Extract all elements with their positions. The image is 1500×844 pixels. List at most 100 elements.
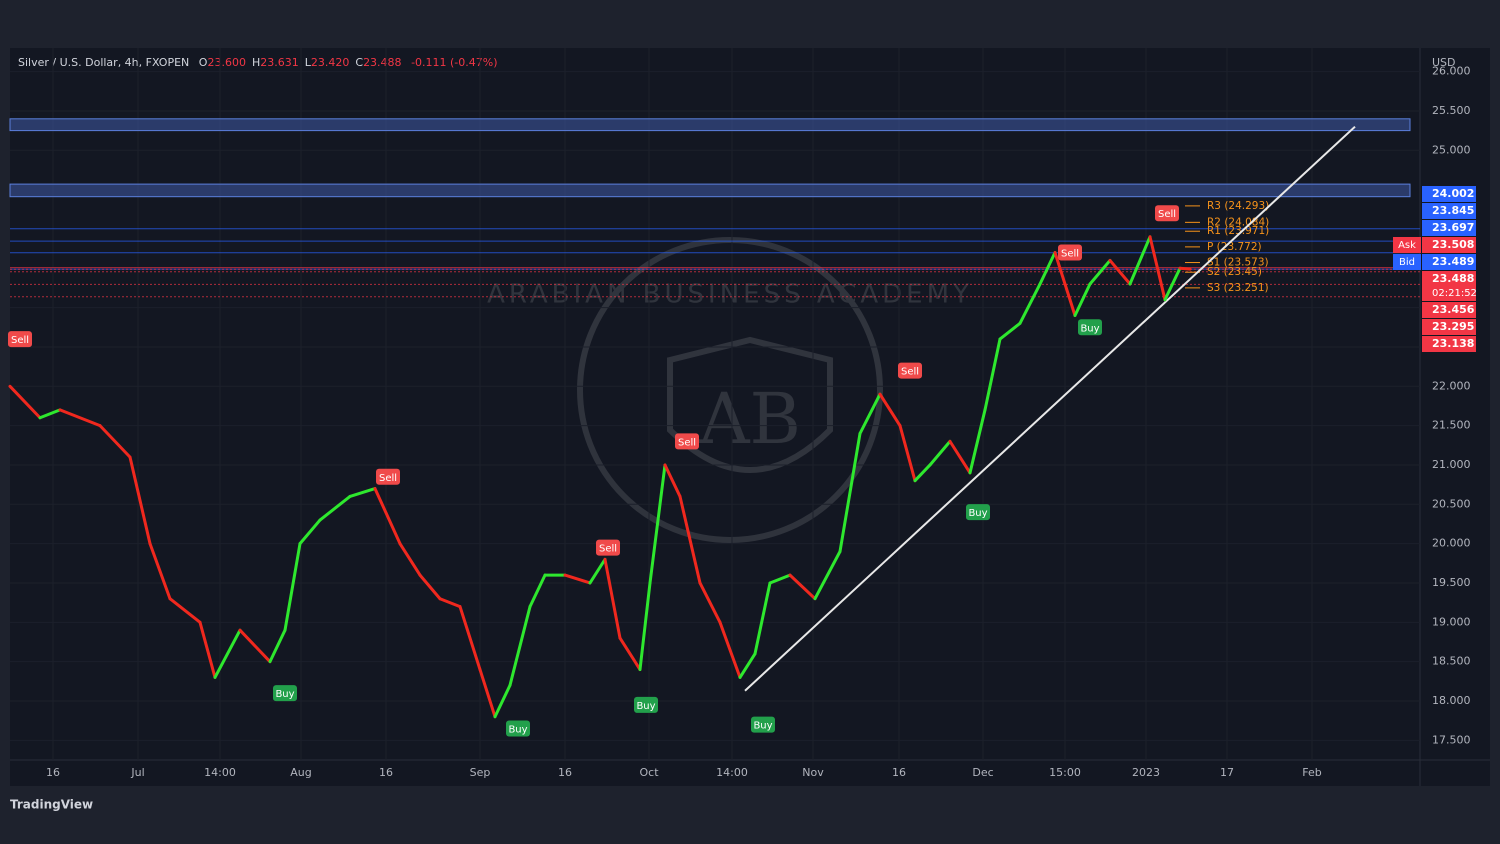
price-label: 23.697 [1432, 221, 1474, 234]
ohlc-value: 23.600 [207, 56, 246, 69]
price-label: 23.508 [1432, 238, 1474, 251]
x-tick-label: Oct [639, 766, 659, 779]
price-segment [618, 636, 642, 672]
price-segment [1088, 258, 1112, 286]
price-segment [348, 487, 377, 498]
y-tick-label: 21.500 [1432, 419, 1471, 432]
price-label-box [1422, 220, 1476, 236]
currency: USD [1432, 56, 1456, 69]
price-segment [588, 557, 607, 585]
price-segment [753, 581, 772, 656]
price-label-box [1422, 186, 1476, 202]
x-tick-label: Sep [470, 766, 491, 779]
price-segment [1073, 282, 1092, 317]
signal-label: Buy [508, 725, 527, 736]
price-segment [1178, 266, 1192, 271]
ohlc-key: O [199, 56, 208, 69]
price-segment [493, 683, 512, 719]
pivot-label: R3 (24.293) [1207, 200, 1269, 212]
pivot-label: S3 (23.251) [1207, 282, 1269, 294]
ohlc-key: H [252, 56, 260, 69]
price-segment [563, 573, 592, 585]
y-tick-label: 26.000 [1432, 65, 1471, 78]
price-segment [788, 573, 817, 601]
price-segment [298, 518, 322, 546]
x-tick-label: 16 [379, 766, 393, 779]
price-label: 23.489 [1432, 255, 1474, 268]
y-tick-label: 18.000 [1432, 694, 1471, 707]
signal-label: Sell [11, 335, 29, 346]
price-label-box [1422, 237, 1476, 253]
x-tick-label: 14:00 [204, 766, 236, 779]
price-segment [983, 337, 1002, 412]
signal-label: Sell [678, 437, 696, 448]
y-tick-label: 19.000 [1432, 615, 1471, 628]
x-tick-label: Feb [1302, 766, 1321, 779]
price-segment [58, 408, 102, 428]
ohlc-key: C [355, 56, 363, 69]
price-segment [928, 439, 952, 467]
price-segment [128, 455, 152, 546]
y-tick-label: 21.000 [1432, 458, 1471, 471]
price-segment [198, 620, 217, 679]
x-tick-label: Aug [290, 766, 311, 779]
price-segment [373, 487, 402, 546]
x-tick-label: 15:00 [1049, 766, 1081, 779]
price-label-box [1422, 319, 1476, 335]
price-label: 23.456 [1432, 303, 1475, 316]
price-segment [878, 392, 902, 428]
price-tag: Ask [1398, 240, 1416, 251]
symbol: Silver / U.S. Dollar, 4h, FXOPEN [18, 56, 189, 69]
signal-label: Buy [968, 508, 987, 519]
x-tick-label: 16 [46, 766, 60, 779]
price-segment [678, 494, 702, 585]
price-segment [1148, 235, 1167, 302]
price-segment [858, 392, 882, 436]
price-label-box [1422, 271, 1476, 301]
price-segment [603, 557, 622, 640]
price-segment [638, 581, 652, 672]
watermark: AB ARABIAN BUSINESS ACADEMY [487, 237, 969, 543]
change: -0.111 (-0.47%) [411, 56, 497, 69]
ohlc-value: 23.631 [260, 56, 299, 69]
pivot-label: P (23.772) [1207, 241, 1262, 253]
watermark-ring [577, 237, 883, 543]
signal-label: Sell [379, 473, 397, 484]
signal-label: Buy [275, 689, 294, 700]
price-segment [478, 668, 497, 719]
y-tick-label: 22.000 [1432, 379, 1471, 392]
price-label: 24.002 [1432, 187, 1474, 200]
price-segment [458, 605, 482, 672]
signal-label: Buy [636, 701, 655, 712]
price-segment [948, 439, 972, 475]
signal-badge [634, 696, 658, 713]
signal-label: Sell [599, 544, 617, 555]
price-segment [148, 542, 172, 601]
price-segment [968, 408, 987, 475]
y-tick-label: 20.500 [1432, 497, 1471, 510]
countdown: 02:21:52 [1432, 288, 1477, 299]
pivot-label: S1 (23.573) [1207, 257, 1269, 269]
price-segment [998, 321, 1022, 341]
signal-badge [751, 716, 775, 733]
x-tick-label: 16 [892, 766, 906, 779]
ohlc-value: 23.488 [363, 56, 402, 69]
price-segment [738, 652, 757, 679]
price-label-box [1422, 302, 1476, 318]
watermark-logo: AB [698, 378, 801, 460]
price-tag-box [1393, 237, 1421, 253]
y-tick-label: 18.500 [1432, 655, 1471, 668]
signal-badge [596, 539, 620, 556]
price-segment [1038, 251, 1057, 286]
price-segment [1163, 266, 1182, 302]
signal-badge [1058, 244, 1082, 261]
y-tick-label: 17.500 [1432, 733, 1471, 746]
ohlc: O23.600 H23.631 L23.420 C23.488 [199, 56, 402, 69]
signal-badge [376, 468, 400, 485]
price-segment [718, 620, 742, 679]
price-segment [813, 550, 842, 601]
signal-badge [273, 685, 297, 702]
signal-badge [8, 331, 32, 348]
pivot-label: S2 (23.45) [1207, 266, 1262, 278]
